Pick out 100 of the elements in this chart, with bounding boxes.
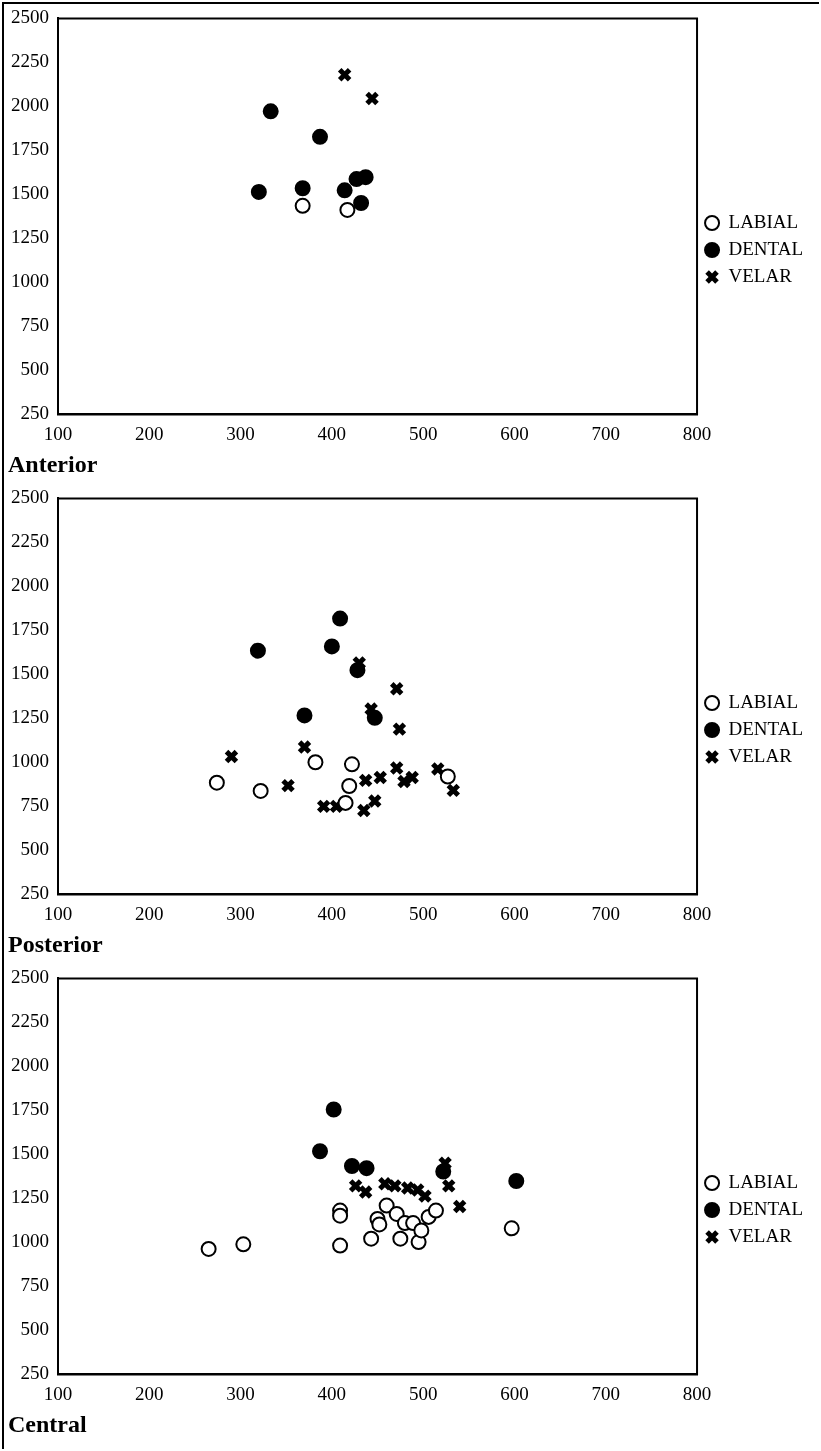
y-tick-label: 2500 [11, 6, 49, 28]
point [341, 777, 358, 794]
point [410, 1182, 426, 1198]
y-tick-label: 1000 [11, 750, 49, 772]
y-tick-label: 2250 [11, 530, 49, 552]
point [348, 1178, 364, 1194]
point [363, 1230, 380, 1247]
point [224, 749, 239, 765]
y-tick-label: 500 [20, 838, 49, 860]
text: Anterior [8, 450, 98, 477]
point [358, 1184, 374, 1200]
y-tick-label: 2000 [11, 94, 49, 116]
x-tick-label: 400 [317, 902, 347, 924]
point [364, 91, 380, 106]
point [325, 1101, 342, 1118]
point [250, 183, 267, 200]
x-tick-label: 200 [135, 902, 164, 924]
x-tick-label: 800 [682, 902, 712, 924]
point [417, 1188, 433, 1204]
y-tick-label: 2250 [11, 50, 49, 72]
point [358, 1160, 375, 1177]
point [353, 195, 370, 212]
legend-label: LABIAL [728, 1170, 799, 1192]
y-tick-label: 2000 [11, 574, 49, 596]
y-tick-label: 1750 [11, 1098, 49, 1120]
point [208, 774, 225, 791]
point [323, 638, 340, 655]
x-tick-label: 800 [682, 422, 712, 444]
x-tick-label: 300 [226, 1382, 255, 1404]
point [392, 1230, 409, 1247]
point [396, 774, 412, 790]
y-tick-label: 1500 [11, 182, 49, 204]
point [367, 793, 383, 809]
legend-label: DENTAL [728, 717, 804, 739]
point [430, 761, 446, 777]
point [235, 1236, 252, 1253]
y-tick-label: 1250 [11, 226, 49, 248]
point [200, 1240, 217, 1257]
point [339, 201, 356, 218]
point [337, 67, 353, 83]
y-tick-label: 2500 [11, 486, 49, 508]
y-tick-label: 250 [20, 402, 49, 424]
x-tick-label: 300 [226, 422, 255, 444]
point [312, 128, 329, 145]
text: Posterior [8, 930, 103, 957]
legend-label: LABIAL [728, 210, 799, 232]
y-tick-label: 750 [20, 1274, 49, 1296]
point [336, 182, 353, 199]
point [389, 760, 405, 776]
point [297, 739, 312, 755]
point [307, 754, 324, 771]
point [378, 1197, 395, 1214]
point [337, 794, 354, 811]
point [249, 642, 266, 659]
point [452, 1199, 468, 1214]
point [252, 782, 269, 799]
y-tick-label: 2500 [11, 966, 49, 988]
point [445, 782, 461, 798]
point [294, 197, 311, 214]
point [503, 1220, 520, 1237]
point [441, 1178, 457, 1194]
y-tick-label: 1000 [11, 1230, 49, 1252]
point [389, 681, 405, 697]
y-tick-label: 2000 [11, 1054, 49, 1076]
legend-label: VELAR [728, 1224, 793, 1246]
legend-label: DENTAL [728, 237, 804, 259]
point [343, 1158, 360, 1175]
x-tick-label: 600 [500, 1382, 529, 1404]
point [400, 1180, 416, 1196]
y-tick-label: 1750 [11, 618, 49, 640]
legend-label: LABIAL [728, 690, 799, 712]
y-tick-label: 1750 [11, 138, 49, 160]
point [356, 803, 372, 818]
point [371, 1216, 388, 1233]
y-tick-label: 1000 [11, 270, 49, 292]
point [377, 1176, 393, 1192]
y-tick-label: 1500 [11, 1142, 49, 1164]
legend-label: VELAR [728, 744, 793, 766]
x-tick-label: 400 [317, 422, 347, 444]
point [435, 1163, 452, 1180]
point [372, 770, 388, 785]
point [316, 798, 332, 814]
legend-label: VELAR [728, 264, 793, 286]
point [357, 169, 374, 186]
x-tick-label: 500 [408, 422, 438, 444]
x-tick-label: 100 [43, 422, 73, 444]
y-tick-label: 1250 [11, 1186, 49, 1208]
y-tick-label: 750 [20, 314, 49, 336]
x-tick-label: 300 [226, 902, 255, 924]
y-tick-label: 250 [20, 1362, 49, 1384]
x-tick-label: 100 [43, 1382, 73, 1404]
x-tick-label: 200 [135, 422, 164, 444]
point [349, 662, 366, 679]
x-tick-label: 100 [43, 902, 73, 924]
x-tick-label: 700 [591, 902, 620, 924]
y-tick-label: 750 [20, 794, 49, 816]
point [391, 721, 407, 737]
point [366, 709, 383, 726]
x-tick-label: 700 [591, 1382, 620, 1404]
text: Central [8, 1410, 87, 1437]
